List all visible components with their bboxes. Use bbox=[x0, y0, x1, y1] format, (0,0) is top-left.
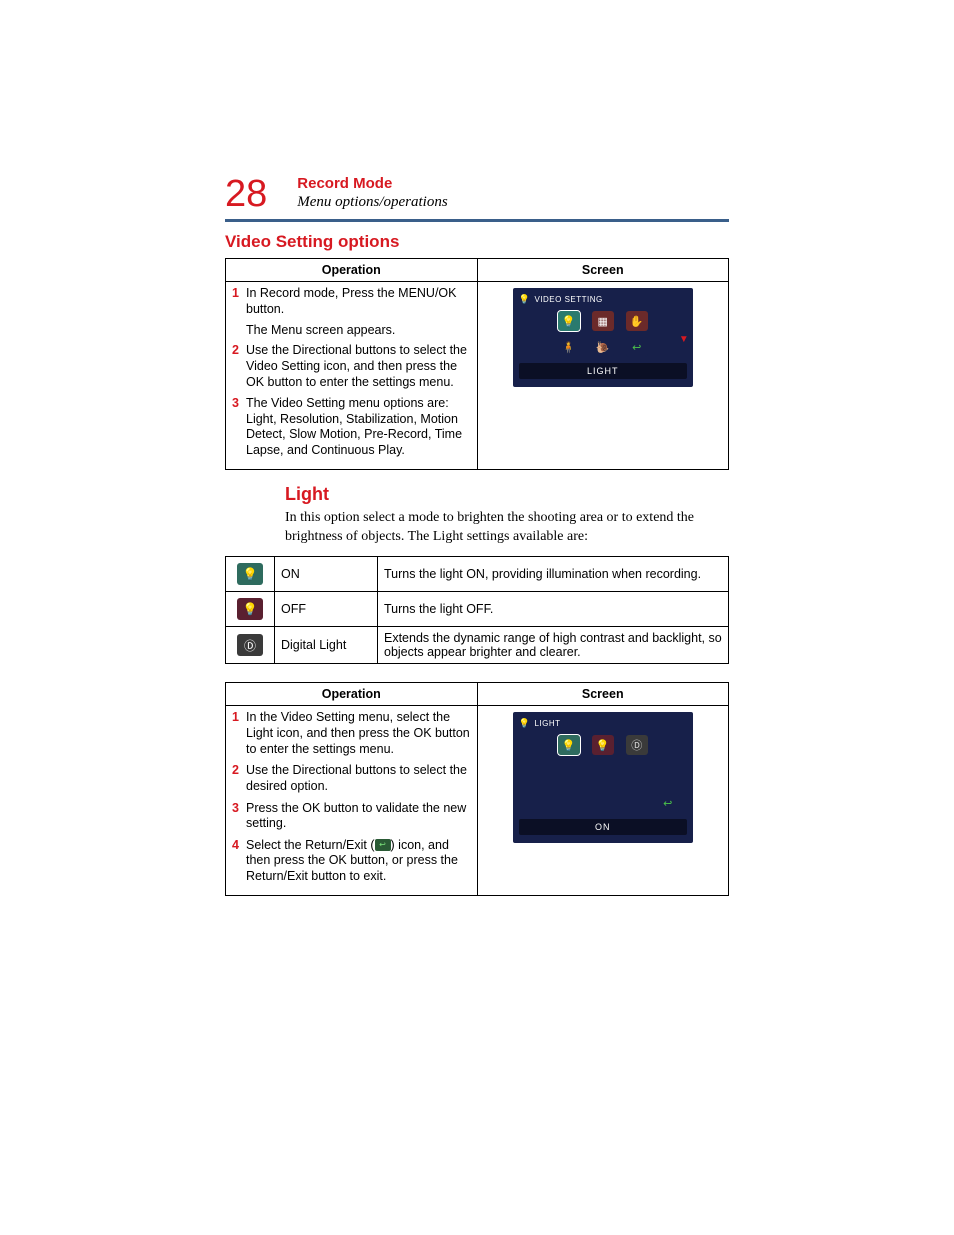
step-text: In the Video Setting menu, select the Li… bbox=[246, 710, 471, 757]
operation-cell: 1In Record mode, Press the MENU/OK butto… bbox=[226, 282, 478, 470]
slow-motion-icon: 🐌 bbox=[592, 337, 614, 357]
chapter-subtitle: Menu options/operations bbox=[297, 194, 447, 211]
page-header: 28 Record Mode Menu options/operations bbox=[225, 175, 729, 222]
stabilization-icon: ✋ bbox=[626, 311, 648, 331]
screen-cell: 💡LIGHT💡💡Ⓓ↩ON bbox=[477, 706, 729, 895]
step-note: The Menu screen appears. bbox=[246, 323, 471, 337]
chapter-title: Record Mode bbox=[297, 175, 447, 192]
light-option-icon-cell: 💡 bbox=[226, 592, 275, 627]
screen-title: 💡LIGHT bbox=[519, 718, 687, 729]
screen-title-icon: 💡 bbox=[519, 718, 531, 729]
light-option-name: Digital Light bbox=[275, 627, 378, 664]
screen-icon-row: 💡 ▦ ✋ bbox=[519, 311, 687, 331]
light-option-icon: 💡 bbox=[237, 598, 263, 620]
light-option-icon-cell: Ⓓ bbox=[226, 627, 275, 664]
motion-detect-icon: 🧍 bbox=[558, 337, 580, 357]
step-text: Use the Directional buttons to select th… bbox=[246, 343, 471, 390]
screen-title-icon: 💡 bbox=[519, 294, 531, 305]
manual-page: 28 Record Mode Menu options/operations V… bbox=[0, 0, 954, 1235]
step-number: 2 bbox=[232, 763, 246, 794]
light-option-desc: Extends the dynamic range of high contra… bbox=[378, 627, 729, 664]
screen-cell: 💡VIDEO SETTING💡▦✋🧍🐌↩▼LIGHT bbox=[477, 282, 729, 470]
light-option-icon: Ⓓ bbox=[237, 634, 263, 656]
light-intro: In this option select a mode to brighten… bbox=[285, 509, 729, 547]
screen-title-text: VIDEO SETTING bbox=[534, 295, 602, 304]
step-text: Press the OK button to validate the new … bbox=[246, 801, 471, 832]
section-title: Video Setting options bbox=[225, 232, 729, 252]
light-option-desc: Turns the light ON, providing illuminati… bbox=[378, 557, 729, 592]
device-screen: 💡VIDEO SETTING💡▦✋🧍🐌↩▼LIGHT bbox=[513, 288, 693, 387]
step: 2Use the Directional buttons to select t… bbox=[232, 343, 471, 390]
light-icon: 💡 bbox=[558, 311, 580, 331]
light-option-icon: 💡 bbox=[237, 563, 263, 585]
light-option-desc: Turns the light OFF. bbox=[378, 592, 729, 627]
device-screen: 💡LIGHT💡💡Ⓓ↩ON bbox=[513, 712, 693, 843]
operation-cell: 1In the Video Setting menu, select the L… bbox=[226, 706, 478, 895]
screen-icon-row: 💡 💡 Ⓓ bbox=[519, 735, 687, 755]
light-on-icon: 💡 bbox=[558, 735, 580, 755]
step: 2Use the Directional buttons to select t… bbox=[232, 763, 471, 794]
step-text: The Video Setting menu options are: Ligh… bbox=[246, 396, 471, 459]
light-option-name: OFF bbox=[275, 592, 378, 627]
return-icon: ↩ bbox=[626, 337, 648, 357]
light-off-icon: 💡 bbox=[592, 735, 614, 755]
col-operation: Operation bbox=[226, 259, 478, 282]
resolution-icon: ▦ bbox=[592, 311, 614, 331]
step-number: 1 bbox=[232, 710, 246, 757]
step-number: 4 bbox=[232, 838, 246, 885]
step: 1In the Video Setting menu, select the L… bbox=[232, 710, 471, 757]
digital-light-icon: Ⓓ bbox=[626, 735, 648, 755]
header-text: Record Mode Menu options/operations bbox=[297, 175, 447, 211]
step: 3The Video Setting menu options are: Lig… bbox=[232, 396, 471, 459]
step: 3Press the OK button to validate the new… bbox=[232, 801, 471, 832]
step-text: In Record mode, Press the MENU/OK button… bbox=[246, 286, 471, 317]
screen-icon-row: ↩ bbox=[519, 793, 687, 813]
step-text: Select the Return/Exit (↩) icon, and the… bbox=[246, 838, 471, 885]
video-setting-table: Operation Screen 1In Record mode, Press … bbox=[225, 258, 729, 470]
light-option-row: 💡 OFFTurns the light OFF. bbox=[226, 592, 729, 627]
col-screen: Screen bbox=[477, 259, 729, 282]
return-icon: ↩ bbox=[657, 793, 679, 813]
light-option-name: ON bbox=[275, 557, 378, 592]
light-option-icon-cell: 💡 bbox=[226, 557, 275, 592]
step: 1In Record mode, Press the MENU/OK butto… bbox=[232, 286, 471, 317]
light-operation-table: Operation Screen 1In the Video Setting m… bbox=[225, 682, 729, 895]
light-option-row: Ⓓ Digital LightExtends the dynamic range … bbox=[226, 627, 729, 664]
screen-title: 💡VIDEO SETTING bbox=[519, 294, 687, 305]
step-number: 3 bbox=[232, 396, 246, 459]
col-screen: Screen bbox=[477, 683, 729, 706]
scroll-down-icon: ▼ bbox=[679, 334, 689, 345]
screen-title-text: LIGHT bbox=[534, 719, 560, 728]
screen-icon-row: 🧍 🐌 ↩ bbox=[519, 337, 687, 357]
step: 4Select the Return/Exit (↩) icon, and th… bbox=[232, 838, 471, 885]
step-number: 3 bbox=[232, 801, 246, 832]
screen-footer: LIGHT bbox=[519, 363, 687, 379]
return-exit-icon: ↩ bbox=[375, 839, 391, 851]
step-number: 1 bbox=[232, 286, 246, 317]
col-operation: Operation bbox=[226, 683, 478, 706]
light-options-table: 💡 ONTurns the light ON, providing illumin… bbox=[225, 556, 729, 664]
step-number: 2 bbox=[232, 343, 246, 390]
light-title: Light bbox=[285, 484, 729, 505]
page-number: 28 bbox=[225, 175, 267, 213]
step-text: Use the Directional buttons to select th… bbox=[246, 763, 471, 794]
screen-footer: ON bbox=[519, 819, 687, 835]
light-option-row: 💡 ONTurns the light ON, providing illumin… bbox=[226, 557, 729, 592]
